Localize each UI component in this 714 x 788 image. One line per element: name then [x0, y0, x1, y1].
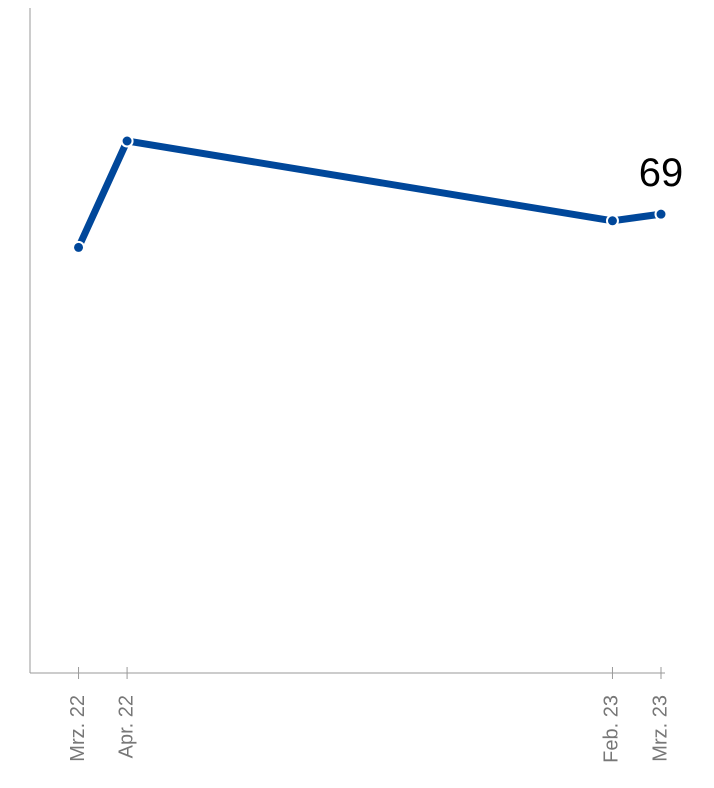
data-label: 69 [639, 151, 684, 195]
line [75, 137, 662, 249]
x-tick-label: Mrz. 23 [649, 695, 671, 762]
point [654, 207, 668, 221]
x-tick-label: Feb. 23 [601, 695, 623, 763]
x-tick-label: Apr. 22 [115, 695, 137, 758]
x-tick-label: Mrz. 22 [67, 695, 89, 762]
point [605, 214, 619, 228]
point [120, 134, 134, 148]
point [72, 240, 86, 254]
